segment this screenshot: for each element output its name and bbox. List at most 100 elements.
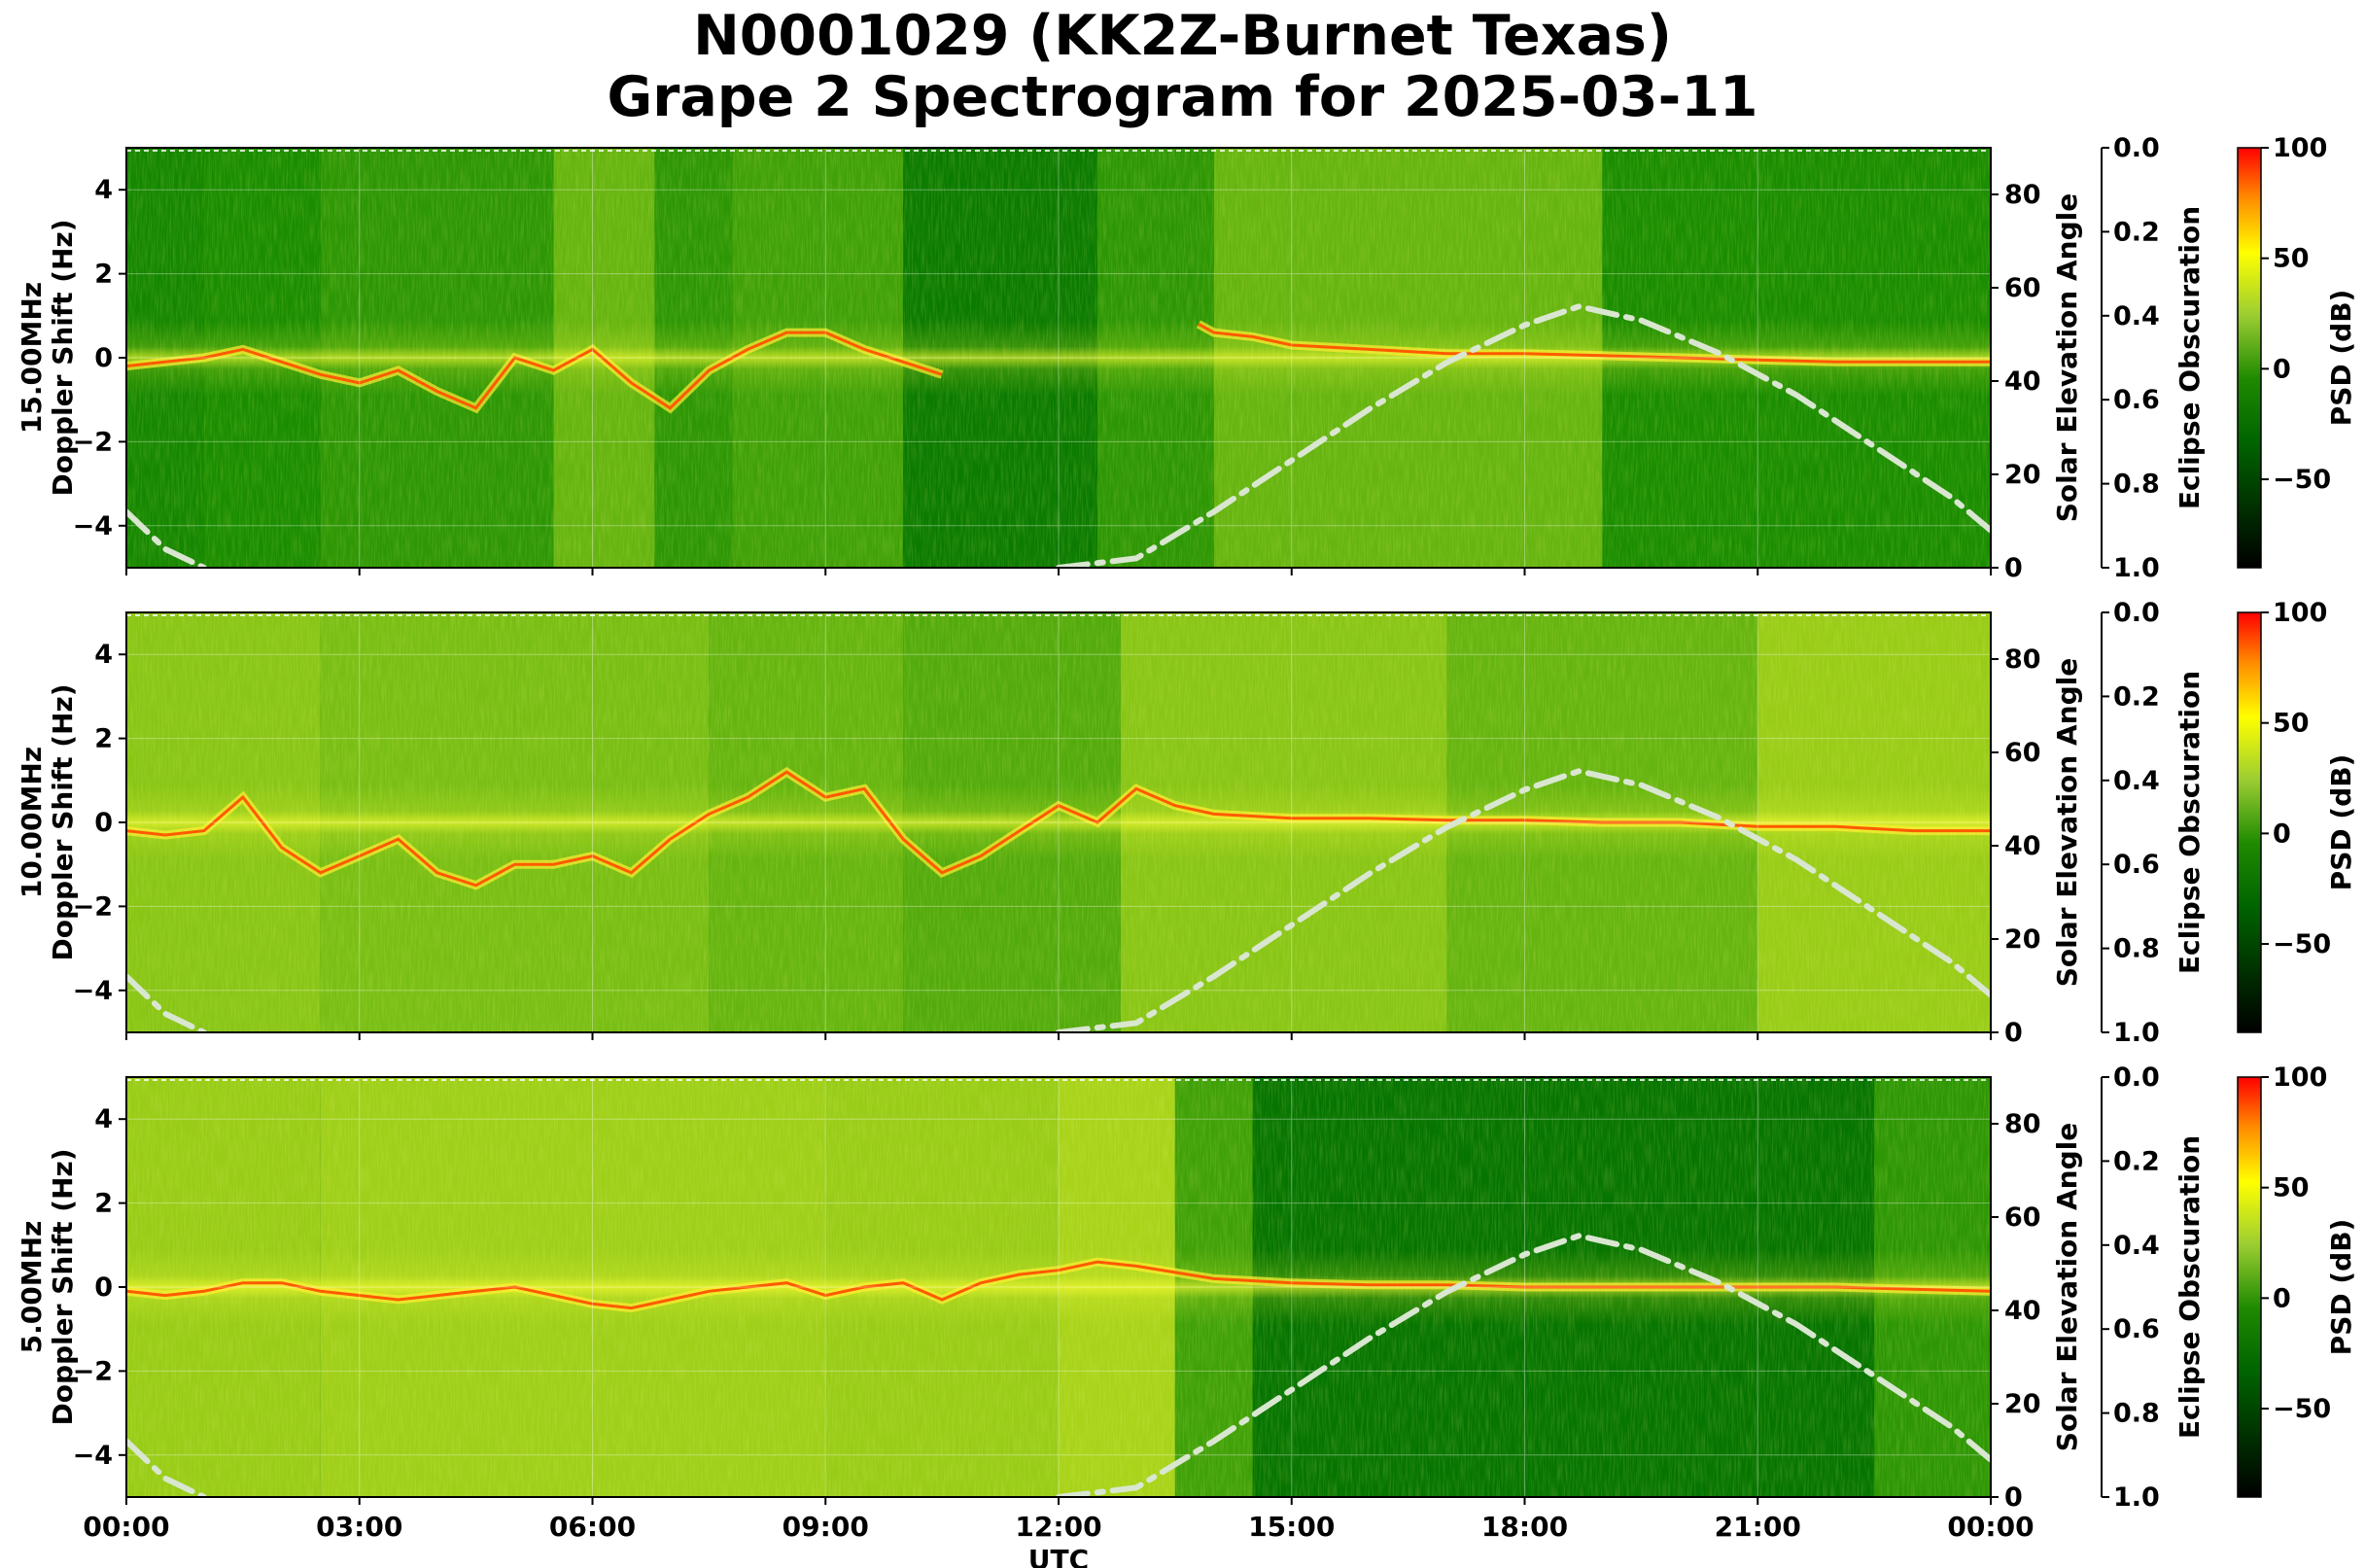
solar-elevation-curve xyxy=(126,1438,207,1497)
colorbar xyxy=(2237,147,2262,569)
solar-elevation-label: Solar Elevation Angle xyxy=(2051,658,2083,987)
grid xyxy=(125,612,1992,1032)
y-axis-label: Doppler Shift (Hz) xyxy=(47,683,79,960)
y-tick-label: −4 xyxy=(73,1441,113,1471)
y-tick-label: 0 xyxy=(94,808,113,838)
x-tick-label: 00:00 xyxy=(83,1511,169,1543)
x-tick-label: 03:00 xyxy=(316,1511,402,1543)
right-tick-label: 60 xyxy=(2004,1202,2041,1233)
obscuration-tick-label: 0.6 xyxy=(2113,385,2160,415)
solar-elevation-group xyxy=(126,1233,1991,1497)
colorbar xyxy=(2237,611,2262,1033)
colorbar-label: PSD (dB) xyxy=(2325,1219,2357,1356)
solar-elevation-group xyxy=(126,768,1991,1032)
obscuration-tick-label: 0.4 xyxy=(2113,1231,2160,1261)
x-tick-label: 21:00 xyxy=(1715,1511,1801,1543)
colorbar-tick-label: 100 xyxy=(2273,133,2327,163)
right-tick-label: 20 xyxy=(2004,924,2041,955)
doppler-trace xyxy=(125,331,943,410)
right-tick-label: 20 xyxy=(2004,460,2041,490)
obscuration-tick-label: 0.4 xyxy=(2113,301,2160,331)
obscuration-tick-label: 1.0 xyxy=(2113,1482,2160,1513)
right-tick-label: 0 xyxy=(2004,553,2023,583)
x-tick-label: 09:00 xyxy=(783,1511,869,1543)
obscuration-tick-label: 0.4 xyxy=(2113,766,2160,796)
solar-elevation-curve xyxy=(1056,303,1991,568)
obscuration-tick-label: 1.0 xyxy=(2113,553,2160,583)
x-tick-label: 18:00 xyxy=(1481,1511,1568,1543)
right-tick-label: 80 xyxy=(2004,1109,2041,1139)
panel-5-00mhz: 420−2−45.00MHz Doppler Shift (Hz)02040608… xyxy=(16,1063,2357,1568)
y-axis-label-frequency: 10.00MHz xyxy=(16,747,48,898)
obscuration-tick-label: 0.2 xyxy=(2113,217,2160,247)
colorbar-tick-label: 0 xyxy=(2273,1283,2291,1313)
y-tick-label: 2 xyxy=(94,724,113,754)
right-tick-label: 0 xyxy=(2004,1018,2023,1048)
colorbar-tick-label: 50 xyxy=(2273,244,2310,274)
obscuration-label: Eclipse Obscuration xyxy=(2174,1135,2206,1439)
y-tick-label: −2 xyxy=(73,891,113,922)
obscuration-tick-label: 0.2 xyxy=(2113,1146,2160,1176)
panel-10-00mhz: 420−2−410.00MHz Doppler Shift (Hz)0204060… xyxy=(16,598,2357,1048)
figure-title-line2: Grape 2 Spectrogram for 2025-03-11 xyxy=(607,65,1758,129)
obscuration-tick-label: 0.8 xyxy=(2113,470,2160,500)
colorbar-tick-label: 50 xyxy=(2273,1173,2310,1203)
x-tick-label: 12:00 xyxy=(1015,1511,1101,1543)
doppler-trace xyxy=(1198,323,1991,364)
y-tick-label: −2 xyxy=(73,1356,113,1386)
right-tick-label: 20 xyxy=(2004,1389,2041,1419)
y-tick-label: −4 xyxy=(73,976,113,1006)
obscuration-tick-label: 1.0 xyxy=(2113,1018,2160,1048)
colorbar-label: PSD (dB) xyxy=(2325,290,2357,427)
y-tick-label: 4 xyxy=(94,640,113,670)
y-tick-label: 0 xyxy=(94,343,113,373)
x-tick-label: 00:00 xyxy=(1947,1511,2034,1543)
colorbar-tick-label: 0 xyxy=(2273,819,2291,849)
right-tick-label: 60 xyxy=(2004,273,2041,303)
y-axis-label-frequency: 15.00MHz xyxy=(16,282,48,434)
x-axis-label: UTC xyxy=(1028,1544,1089,1568)
obscuration-tick-label: 0.6 xyxy=(2113,1314,2160,1344)
solar-elevation-label: Solar Elevation Angle xyxy=(2051,1123,2083,1451)
obscuration-label: Eclipse Obscuration xyxy=(2174,206,2206,509)
colorbar-tick-label: −50 xyxy=(2273,929,2331,959)
obscuration-tick-label: 0.6 xyxy=(2113,850,2160,880)
obscuration-tick-label: 0.0 xyxy=(2113,598,2160,628)
right-tick-label: 60 xyxy=(2004,738,2041,768)
obscuration-tick-label: 0.0 xyxy=(2113,133,2160,163)
y-tick-label: −4 xyxy=(73,511,113,541)
colorbar-tick-label: 0 xyxy=(2273,354,2291,384)
right-tick-label: 80 xyxy=(2004,180,2041,210)
obscuration-tick-label: 0.2 xyxy=(2113,681,2160,712)
y-axis-label: Doppler Shift (Hz) xyxy=(47,219,79,496)
solar-elevation-curve xyxy=(1056,768,1991,1032)
obscuration-label: Eclipse Obscuration xyxy=(2174,671,2206,974)
y-tick-label: 0 xyxy=(94,1272,113,1303)
y-tick-label: 4 xyxy=(94,1104,113,1134)
y-tick-label: 2 xyxy=(94,260,113,290)
solar-elevation-group xyxy=(126,303,1991,568)
x-tick-label: 06:00 xyxy=(549,1511,636,1543)
obscuration-tick-label: 0.0 xyxy=(2113,1063,2160,1093)
colorbar-tick-label: 50 xyxy=(2273,709,2310,739)
obscuration-tick-label: 0.8 xyxy=(2113,934,2160,964)
y-tick-label: 4 xyxy=(94,175,113,205)
obscuration-tick-label: 0.8 xyxy=(2113,1399,2160,1429)
doppler-trace xyxy=(125,1260,1992,1310)
solar-elevation-curve xyxy=(126,973,207,1032)
solar-elevation-curve xyxy=(1056,1233,1991,1497)
colorbar-tick-label: −50 xyxy=(2273,1394,2331,1424)
right-tick-label: 40 xyxy=(2004,1296,2041,1326)
y-tick-label: −2 xyxy=(73,427,113,457)
colorbar-tick-label: 100 xyxy=(2273,598,2327,628)
y-tick-label: 2 xyxy=(94,1189,113,1219)
x-tick-label: 15:00 xyxy=(1248,1511,1335,1543)
figure-title-line1: N0001029 (KK2Z-Burnet Texas) xyxy=(693,4,1672,68)
grid xyxy=(125,148,1992,568)
y-axis-label: Doppler Shift (Hz) xyxy=(47,1148,79,1425)
colorbar-tick-label: −50 xyxy=(2273,465,2331,495)
solar-elevation-curve xyxy=(126,508,207,568)
colorbar-tick-label: 100 xyxy=(2273,1063,2327,1093)
panel-15-00mhz: 420−2−415.00MHz Doppler Shift (Hz)0204060… xyxy=(16,133,2357,583)
